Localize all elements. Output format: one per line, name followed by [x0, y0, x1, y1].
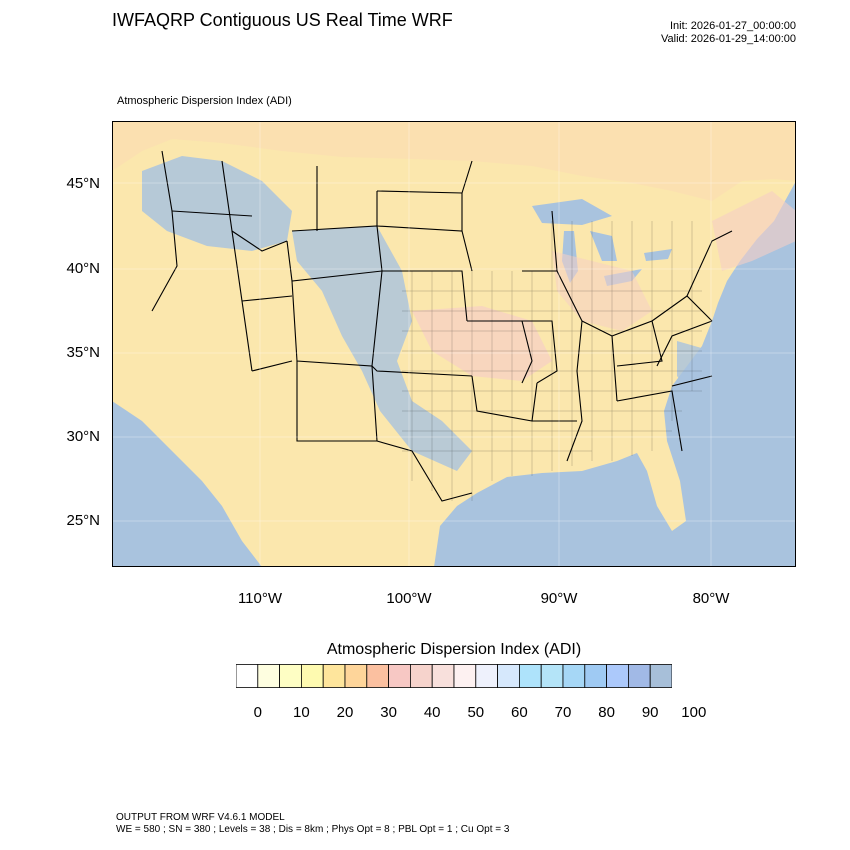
colorbar-box	[584, 664, 607, 688]
colorbar-title: Atmospheric Dispersion Index (ADI)	[326, 641, 582, 658]
lon-label-90w: 90°W	[540, 590, 578, 607]
valid-time: Valid: 2026-01-29_14:00:00	[661, 33, 796, 45]
colorbar-box	[475, 664, 499, 688]
colorbar-tick-label: 40	[423, 704, 441, 721]
colorbar-box	[236, 664, 259, 688]
colorbar-tick-label: 70	[554, 704, 572, 721]
colorbar	[236, 664, 672, 688]
colorbar-tick-label: 10	[293, 704, 310, 721]
pacific-lower	[112, 401, 262, 567]
colorbar-tick-label: 0	[253, 704, 262, 721]
lon-label-110w: 110°W	[237, 590, 283, 607]
colorbar-box	[431, 664, 455, 688]
colorbar-tick-label: 80	[598, 704, 615, 721]
lat-label-45: 45°N	[66, 175, 100, 192]
adi-high-northwest	[142, 156, 292, 251]
colorbar-box	[562, 664, 586, 688]
canada-tint	[112, 121, 796, 201]
state-boundaries	[151, 150, 733, 502]
field-subtitle: Atmospheric Dispersion Index (ADI)	[117, 95, 292, 107]
colorbar-box	[649, 664, 672, 688]
colorbar-box	[366, 664, 390, 688]
lake-superior	[532, 199, 612, 225]
init-time: Init: 2026-01-27_00:00:00	[670, 20, 796, 32]
graticule	[112, 121, 796, 567]
lake-ontario	[644, 249, 672, 261]
colorbar-box	[344, 664, 368, 688]
colorbar-box	[518, 664, 542, 688]
colorbar-tick-label: 90	[641, 704, 659, 721]
colorbar-box	[301, 664, 324, 688]
lat-label-35: 35°N	[66, 344, 100, 361]
footer-config: WE = 580 ; SN = 380 ; Levels = 38 ; Dis …	[116, 824, 510, 835]
lake-huron	[590, 231, 617, 261]
adi-map	[112, 121, 796, 567]
colorbar-tick-label: 50	[467, 704, 485, 721]
colorbar-tick-label: 30	[380, 704, 397, 721]
colorbar-box	[257, 664, 280, 688]
lon-label-100w: 100°W	[386, 590, 432, 607]
map-frame	[112, 121, 796, 567]
colorbar-tick-label: 60	[511, 704, 528, 721]
colorbar-box	[540, 664, 564, 688]
colorbar-box	[606, 664, 629, 688]
lat-label-40: 40°N	[66, 260, 100, 277]
lon-label-80w: 80°W	[692, 590, 730, 607]
colorbar-box	[453, 664, 477, 688]
colorbar-tick-label: 100	[681, 704, 707, 721]
adi-mid-plains	[412, 306, 552, 381]
footer-model: OUTPUT FROM WRF V4.6.1 MODEL	[116, 812, 285, 823]
lat-label-25: 25°N	[66, 512, 100, 529]
map-title: IWFAQRP Contiguous US Real Time WRF	[112, 10, 453, 30]
colorbar-box	[388, 664, 411, 688]
adi-mid-northeast	[712, 191, 796, 271]
lat-label-30: 30°N	[66, 428, 100, 445]
colorbar-tick-label: 20	[336, 704, 354, 721]
colorbar-box	[497, 664, 520, 688]
colorbar-box	[627, 664, 651, 688]
adi-high-rockies	[292, 226, 472, 471]
county-lines	[402, 221, 702, 501]
colorbar-box	[279, 664, 302, 688]
colorbar-box	[322, 664, 346, 688]
colorbar-box	[409, 664, 433, 688]
